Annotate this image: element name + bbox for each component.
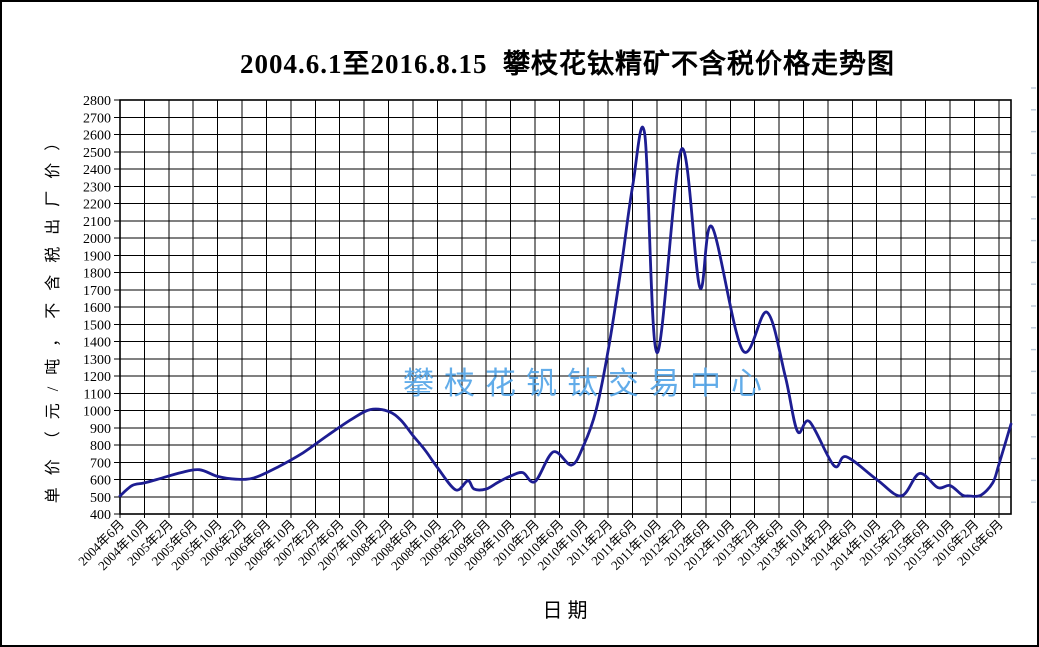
y-tick-label: 2500 bbox=[83, 146, 111, 161]
y-tick-label: 400 bbox=[90, 508, 111, 523]
y-tick-label: 1800 bbox=[83, 267, 111, 282]
y-tick-label: 1900 bbox=[83, 249, 111, 264]
watermark-text: 攀枝花钒钛交易中心 bbox=[403, 366, 772, 401]
y-tick-label: 600 bbox=[90, 474, 111, 489]
y-tick-label: 2300 bbox=[83, 180, 111, 195]
y-tick-label: 700 bbox=[90, 456, 111, 471]
y-tick-label: 1500 bbox=[83, 318, 111, 333]
y-axis-tick-labels: 400 500 600 700 800 900 1000 1100 1200 1300 1400 15… bbox=[83, 94, 111, 523]
y-tick-label: 2400 bbox=[83, 163, 111, 178]
y-tick-label: 1100 bbox=[84, 387, 111, 402]
y-tick-label: 2000 bbox=[83, 232, 111, 247]
y-tick-label: 2800 bbox=[83, 94, 111, 109]
grid-lines bbox=[114, 99, 1012, 518]
y-tick-label: 800 bbox=[90, 439, 111, 454]
chart-title: 2004.6.1至2016.8.15 攀枝花钛精矿不含税价格走势图 bbox=[240, 49, 895, 79]
price-curve bbox=[118, 125, 1013, 498]
x-axis-tick-labels: 2004年6月2004年10月2005年2月2005年6月2005年10月200… bbox=[75, 517, 1006, 574]
y-tick-label: 500 bbox=[90, 491, 111, 506]
y-tick-label: 1000 bbox=[83, 405, 111, 420]
y-tick-label: 2200 bbox=[83, 198, 111, 213]
price-line bbox=[118, 125, 1013, 498]
y-tick-label: 1700 bbox=[83, 284, 111, 299]
y-tick-label: 2100 bbox=[83, 215, 111, 230]
plot-border bbox=[119, 99, 1012, 515]
y-tick-label: 1200 bbox=[83, 370, 111, 385]
y-tick-label: 900 bbox=[90, 422, 111, 437]
y-tick-label: 1400 bbox=[83, 336, 111, 351]
y-tick-label: 1600 bbox=[83, 301, 111, 316]
y-tick-label: 2600 bbox=[83, 129, 111, 144]
y-tick-label: 2700 bbox=[83, 111, 111, 126]
y-tick-label: 1300 bbox=[83, 353, 111, 368]
right-edge-ticks bbox=[1031, 87, 1036, 503]
x-axis-title: 日期 bbox=[542, 600, 593, 622]
